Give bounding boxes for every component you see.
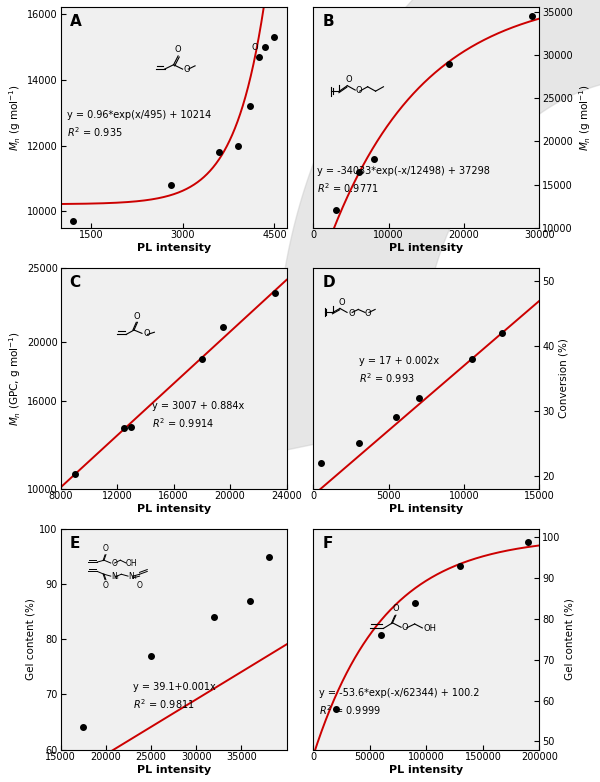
Text: O: O <box>402 623 409 633</box>
Text: O: O <box>175 45 181 54</box>
Point <box>79 721 88 734</box>
Point <box>316 457 326 469</box>
Text: F: F <box>322 536 333 551</box>
Point <box>254 51 264 63</box>
X-axis label: PL intensity: PL intensity <box>389 243 463 253</box>
X-axis label: PL intensity: PL intensity <box>137 765 211 775</box>
Point <box>197 353 206 366</box>
Y-axis label: Gel content (%): Gel content (%) <box>565 598 575 680</box>
Text: O: O <box>348 309 355 317</box>
Point <box>354 165 364 178</box>
Point <box>444 57 454 70</box>
Point <box>269 30 279 43</box>
Text: D: D <box>322 275 335 290</box>
Text: O: O <box>338 298 344 307</box>
Text: O: O <box>251 42 258 52</box>
Text: y = -34033*exp(-x/12498) + 37298
$R^2$ = 0.9771: y = -34033*exp(-x/12498) + 37298 $R^2$ =… <box>317 167 490 195</box>
Point <box>523 535 533 547</box>
Point <box>146 650 156 662</box>
Point <box>455 560 465 572</box>
Text: y = 17 + 0.002x
$R^2$ = 0.993: y = 17 + 0.002x $R^2$ = 0.993 <box>359 357 439 385</box>
Point <box>414 392 424 404</box>
Point <box>245 594 255 607</box>
Text: O: O <box>103 581 109 590</box>
Text: O: O <box>143 329 149 339</box>
Point <box>245 100 255 113</box>
X-axis label: PL intensity: PL intensity <box>389 765 463 775</box>
Point <box>369 152 379 165</box>
Polygon shape <box>276 0 600 451</box>
Text: O: O <box>365 309 371 317</box>
Text: y = 0.96*exp(x/495) + 10214
$R^2$ = 0.935: y = 0.96*exp(x/495) + 10214 $R^2$ = 0.93… <box>67 110 211 139</box>
Point <box>70 468 79 480</box>
Y-axis label: $M_n$ (g mol$^{-1}$): $M_n$ (g mol$^{-1}$) <box>7 84 23 151</box>
Text: OH: OH <box>126 559 138 568</box>
Point <box>354 437 364 450</box>
Text: H: H <box>113 576 118 580</box>
Point <box>264 551 274 563</box>
Text: A: A <box>70 14 82 29</box>
Point <box>331 204 341 217</box>
Text: y = -53.6*exp(-x/62344) + 100.2
$R^2$ = 0.9999: y = -53.6*exp(-x/62344) + 100.2 $R^2$ = … <box>319 688 479 717</box>
Point <box>166 179 175 192</box>
Text: O: O <box>392 604 399 613</box>
Text: O: O <box>356 86 362 95</box>
Point <box>527 10 537 23</box>
Point <box>376 629 386 641</box>
Point <box>271 287 280 300</box>
Point <box>391 411 401 424</box>
Text: y = 3007 + 0.884x
$R^2$ = 0.9914: y = 3007 + 0.884x $R^2$ = 0.9914 <box>152 401 245 430</box>
Point <box>68 215 77 228</box>
X-axis label: PL intensity: PL intensity <box>389 504 463 514</box>
Y-axis label: Gel content (%): Gel content (%) <box>25 598 35 680</box>
Text: y = 39.1+0.001x
$R^2$ = 0.9811: y = 39.1+0.001x $R^2$ = 0.9811 <box>133 683 215 711</box>
Point <box>497 327 506 339</box>
Text: B: B <box>322 14 334 29</box>
Text: O: O <box>134 312 140 321</box>
Text: O: O <box>103 544 109 554</box>
Point <box>218 321 228 333</box>
Text: O: O <box>184 65 190 74</box>
Text: H: H <box>131 576 136 580</box>
Point <box>331 702 341 715</box>
Y-axis label: Conversion (%): Conversion (%) <box>559 339 569 418</box>
Y-axis label: $M_n$ (g mol$^{-1}$): $M_n$ (g mol$^{-1}$) <box>577 84 593 151</box>
Text: OH: OH <box>423 624 436 633</box>
X-axis label: PL intensity: PL intensity <box>137 504 211 514</box>
Point <box>260 41 270 53</box>
Point <box>127 421 136 433</box>
Text: N: N <box>112 572 117 581</box>
Y-axis label: $M_n$ (GPC, g mol$^{-1}$): $M_n$ (GPC, g mol$^{-1}$) <box>7 331 23 426</box>
Point <box>215 146 224 159</box>
Point <box>410 597 420 609</box>
X-axis label: PL intensity: PL intensity <box>137 243 211 253</box>
Text: C: C <box>70 275 81 290</box>
Point <box>119 422 129 435</box>
Text: O: O <box>112 559 117 568</box>
Point <box>467 353 476 365</box>
Text: N: N <box>128 572 134 581</box>
Text: E: E <box>70 536 80 551</box>
Text: O: O <box>136 581 142 590</box>
Point <box>209 611 219 623</box>
Point <box>233 139 242 152</box>
Text: O: O <box>345 75 352 84</box>
